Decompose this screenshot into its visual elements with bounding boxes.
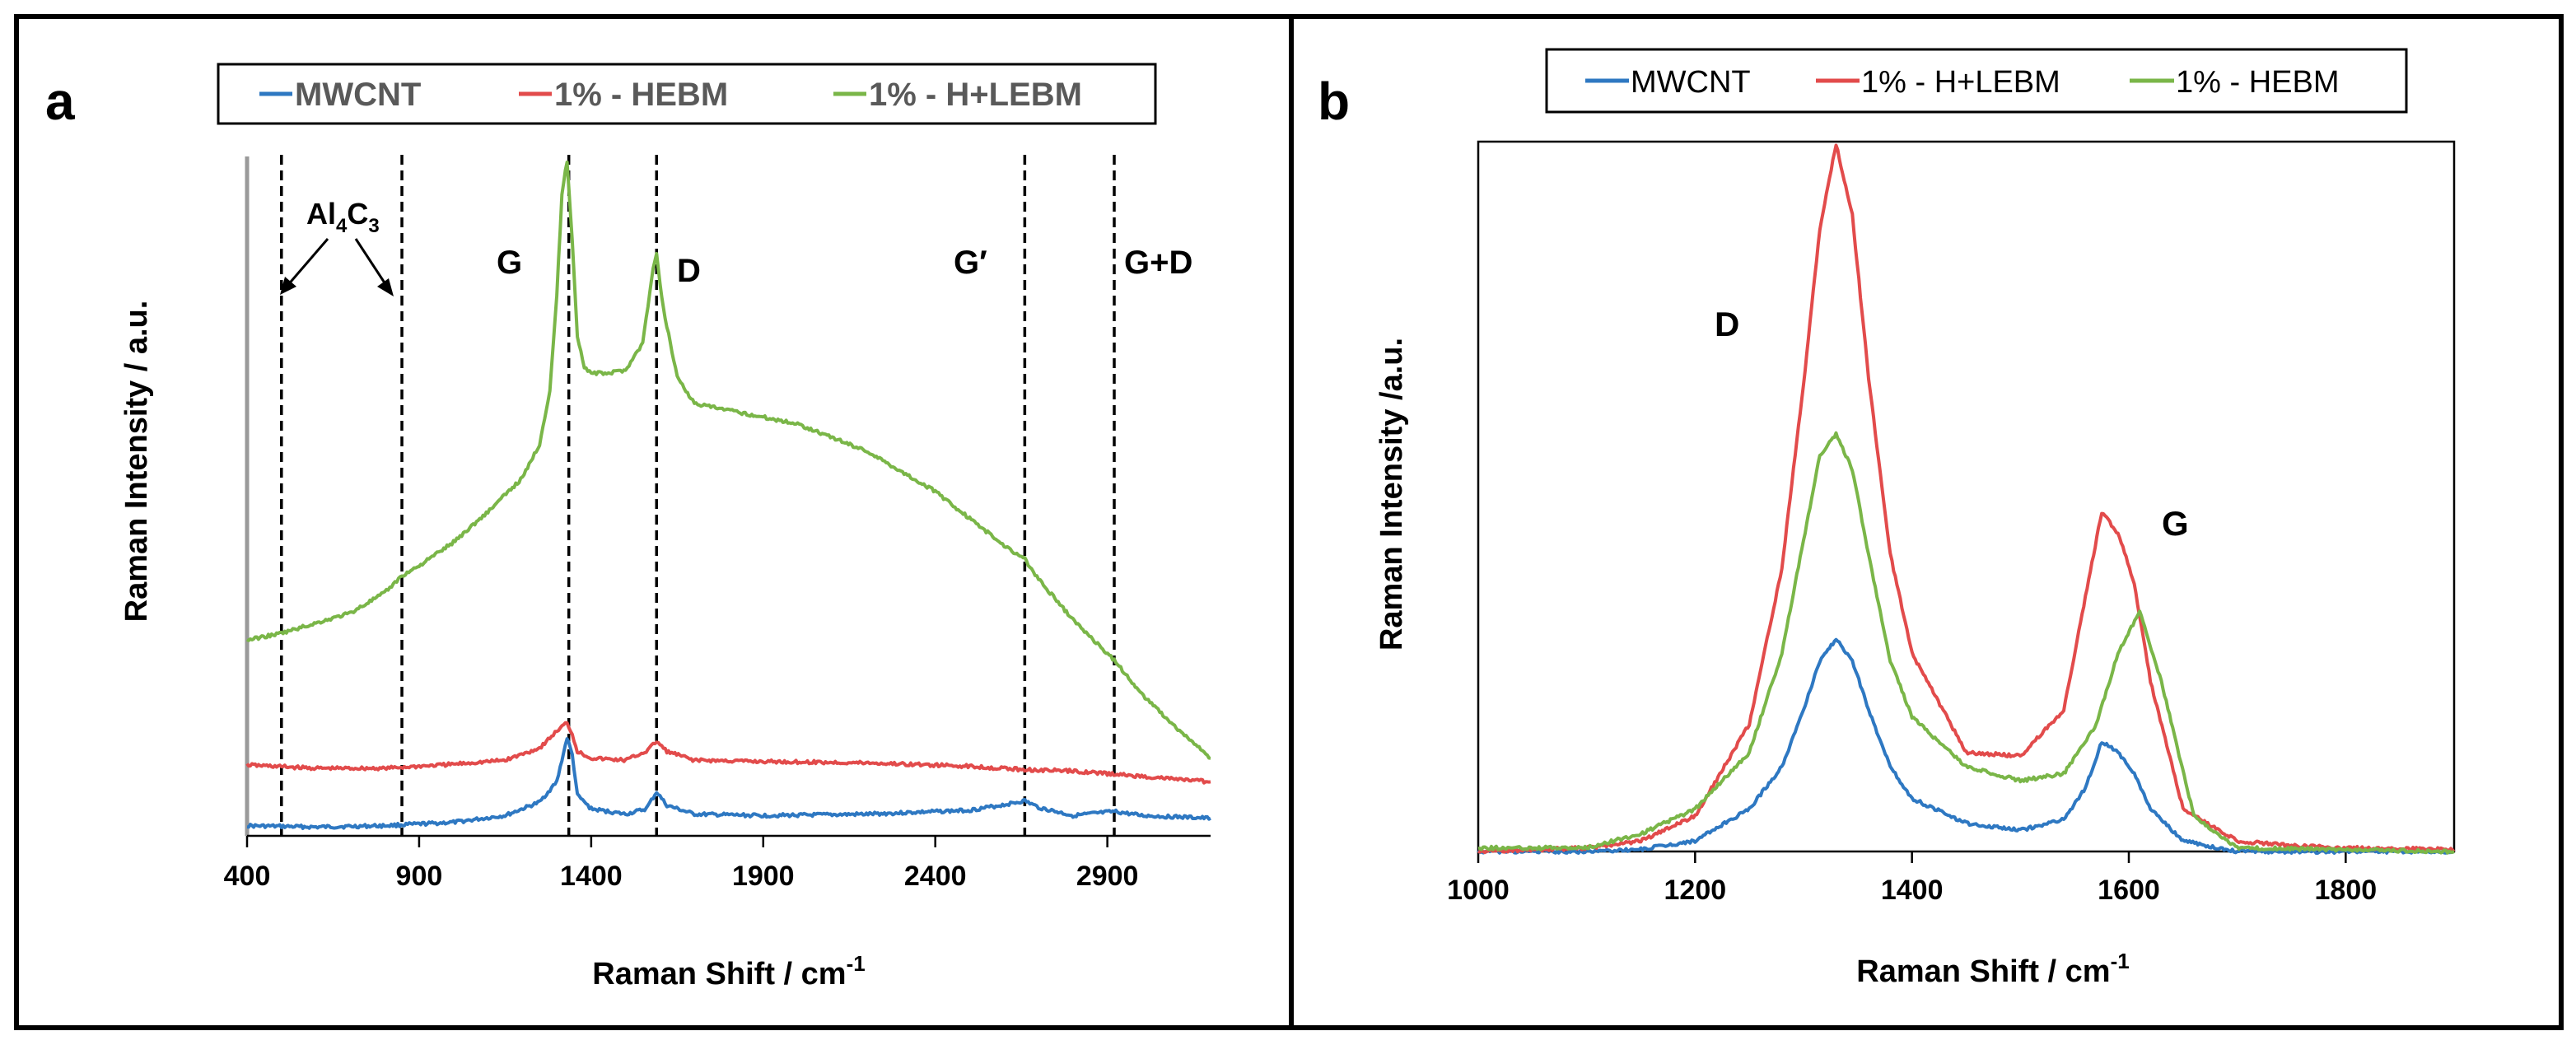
panel-b-y-axis-label: Raman Intensity /a.u. (1374, 338, 1409, 651)
panel-a-series-mwcnt (246, 737, 1211, 830)
panel-b-legend-label-hlebm: 1% - H+LEBM (1861, 65, 2060, 100)
panel-a-x-tick-label-2900: 2900 (1076, 861, 1139, 892)
panel-b-series-1-hebm (1477, 431, 2455, 855)
panel-a-annotation-d: D (677, 253, 701, 289)
panel-b-series-1-h-lebm (1477, 143, 2456, 855)
panel-a-series-1-h-lebm (245, 161, 1211, 760)
panel-a-legend-label-mwcnt: MWCNT (295, 77, 421, 113)
panel-a-legend-label-hlebm: 1% - H+LEBM (869, 77, 1082, 113)
panel-a-label: a (45, 72, 75, 131)
panel-b-series-mwcnt (1477, 637, 2455, 855)
panel-a-arrowhead-left (280, 277, 296, 295)
panel-b-plot-frame (1477, 140, 2456, 853)
panel-a-annotation-g-plus-d: G+D (1124, 245, 1192, 281)
panel-a-legend: MWCNT 1% - HEBM 1% - H+LEBM (217, 63, 1157, 125)
panel-a-x-tick-labels: 400 900 1400 1900 2400 2900 (224, 861, 1139, 892)
panel-b-x-axis-label: Raman Shift / cm-1 (1856, 949, 2129, 989)
panel-a-legend-label-hebm: 1% - HEBM (554, 77, 728, 113)
panel-b-x-tick-label-1800: 1800 (2315, 875, 2378, 906)
panel-b-annotation-d: D (1715, 305, 1739, 343)
panel-a-x-axis-label: Raman Shift / cm-1 (592, 951, 865, 991)
panel-b-x-tick-label-1600: 1600 (2098, 875, 2160, 906)
panel-a-x-ticks (245, 836, 1108, 847)
panel-a-arrowhead-right (377, 278, 394, 296)
panel-a-y-axis-label: Raman Intensity / a.u. (119, 301, 154, 623)
panel-b-x-tick-label-1400: 1400 (1881, 875, 1944, 906)
panel-a-peak-markers (280, 155, 1116, 836)
panel-a-arrow-right (354, 238, 389, 287)
panel-b-x-ticks (1477, 851, 2347, 863)
panel-a-arrow-left (285, 238, 329, 287)
panel-b: b MWCNT 1% - H+LEBM 1% - HEBM 1000 1200 14… (1318, 48, 2456, 989)
panel-a-x-tick-label-400: 400 (224, 861, 271, 892)
panel-a-annotation-g: G (497, 245, 522, 281)
panel-a-legend-box (217, 63, 1157, 125)
panel-a-x-tick-label-1400: 1400 (560, 861, 623, 892)
panel-b-x-tick-labels: 1000 1200 1400 1600 1800 (1447, 875, 2377, 906)
panel-a-series (245, 161, 1211, 830)
panel-b-legend-box (1545, 48, 2408, 114)
panel-a-annotation-g-prime: G′ (954, 245, 987, 281)
panel-b-x-tick-label-1200: 1200 (1664, 875, 1727, 906)
panel-a-annotation-al4c3: Al4C3 (306, 197, 380, 237)
panel-a-x-tick-label-1900: 1900 (732, 861, 795, 892)
panel-b-legend-label-mwcnt: MWCNT (1631, 65, 1751, 100)
panel-a-x-tick-label-2400: 2400 (904, 861, 967, 892)
panel-b-series (1477, 143, 2456, 855)
panel-b-legend-label-hebm: 1% - HEBM (2176, 65, 2339, 100)
panel-b-annotation-g: G (2162, 504, 2189, 543)
panel-a: a MWCNT 1% - HEBM 1% - H+LEBM 400 900 1400… (45, 63, 1211, 991)
panel-a-series-1-hebm (245, 721, 1211, 785)
panel-b-label: b (1318, 72, 1350, 131)
panel-b-legend: MWCNT 1% - H+LEBM 1% - HEBM (1545, 48, 2408, 114)
panel-a-x-tick-label-900: 900 (396, 861, 443, 892)
panel-b-x-tick-label-1000: 1000 (1447, 875, 1510, 906)
